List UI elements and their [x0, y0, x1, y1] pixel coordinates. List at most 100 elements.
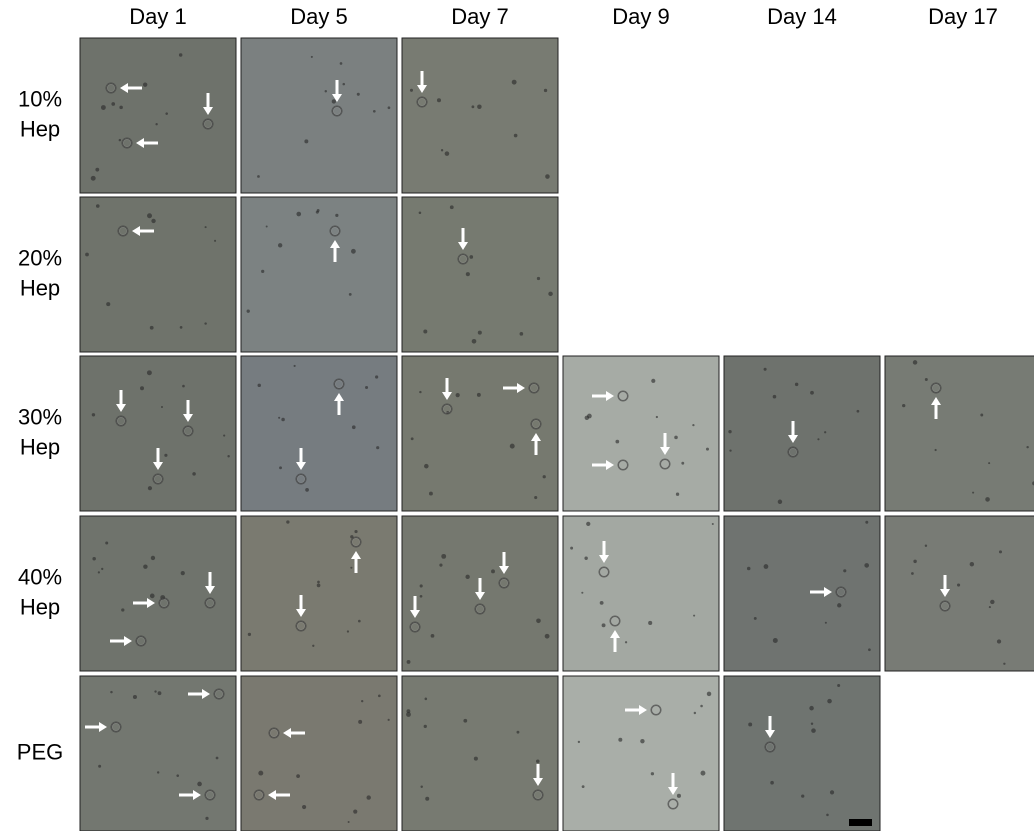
speck [151, 219, 155, 223]
speck [420, 595, 423, 598]
cell [599, 567, 609, 577]
speck [101, 105, 106, 110]
speck [281, 418, 285, 422]
micrograph-panel [402, 516, 558, 671]
speck [512, 80, 517, 85]
speck [347, 630, 349, 632]
speck [101, 568, 103, 570]
speck [181, 571, 185, 575]
speck [764, 564, 769, 569]
cell [332, 106, 342, 116]
cell [296, 474, 306, 484]
speck [463, 719, 467, 723]
speck [286, 520, 289, 523]
speck [615, 440, 619, 444]
panel-image [80, 356, 236, 511]
speck [999, 550, 1002, 553]
micrograph-panel [885, 516, 1034, 671]
speck [106, 302, 110, 306]
speck [96, 204, 100, 208]
micrograph-grid: Day 1Day 5Day 7Day 9Day 14Day 1710%Hep20… [0, 0, 1034, 831]
micrograph-panel [80, 38, 236, 193]
cell [931, 383, 941, 393]
speck [176, 774, 179, 777]
micrograph-panel [402, 197, 558, 352]
speck [911, 572, 914, 575]
speck [312, 645, 314, 647]
speck [407, 660, 411, 664]
speck [520, 332, 524, 336]
speck [340, 62, 343, 65]
cell [529, 383, 539, 393]
row-label: Hep [20, 275, 60, 300]
speck [827, 699, 832, 704]
cell [183, 426, 193, 436]
speck [773, 395, 777, 399]
panel-image [80, 676, 236, 831]
speck [825, 622, 827, 624]
speck [98, 571, 100, 573]
speck [410, 89, 413, 92]
speck [817, 438, 819, 440]
speck [676, 493, 679, 496]
speck [754, 617, 757, 620]
cell [836, 587, 846, 597]
speck [423, 330, 427, 334]
micrograph-panel [402, 356, 558, 511]
speck [358, 620, 361, 623]
speck [826, 814, 829, 817]
speck [837, 684, 840, 687]
micrograph-panel [80, 676, 236, 831]
speck [133, 695, 137, 699]
speck [1026, 446, 1028, 448]
speck [150, 326, 154, 330]
row-label: PEG [17, 739, 63, 764]
speck [712, 523, 714, 525]
cell [499, 578, 509, 588]
speck [925, 378, 928, 381]
speck [865, 521, 868, 524]
column-header: Day 14 [767, 4, 837, 29]
speck [478, 331, 482, 335]
row-label: 10% [18, 86, 62, 111]
speck [864, 563, 869, 568]
panel-image [241, 516, 397, 671]
speck [651, 379, 655, 383]
cell [254, 790, 264, 800]
speck [474, 757, 478, 761]
speck [706, 448, 709, 451]
speck [378, 695, 381, 698]
panel-image [402, 197, 558, 352]
speck [837, 603, 841, 607]
speck [584, 557, 587, 560]
speck [148, 486, 152, 490]
cell [533, 790, 543, 800]
speck [728, 430, 731, 433]
speck [748, 723, 752, 727]
cell [153, 474, 163, 484]
speck [151, 556, 155, 560]
speck [441, 149, 443, 151]
speck [388, 106, 391, 109]
speck [857, 410, 860, 413]
micrograph-panel [402, 676, 558, 831]
speck [358, 720, 362, 724]
cell [410, 622, 420, 632]
cell [788, 447, 798, 457]
speck [830, 790, 834, 794]
speck [419, 391, 421, 393]
cell [296, 621, 306, 631]
speck [913, 560, 916, 563]
speck [491, 569, 495, 573]
speck [640, 739, 644, 743]
speck [140, 386, 144, 390]
row-label: 20% [18, 245, 62, 270]
cell [214, 689, 224, 699]
speck [352, 425, 356, 429]
speck [773, 638, 778, 643]
micrograph-panel [241, 197, 397, 352]
figure: Day 1Day 5Day 7Day 9Day 14Day 1710%Hep20… [0, 0, 1034, 831]
speck [439, 564, 442, 567]
speck [155, 123, 157, 125]
speck [656, 416, 658, 418]
